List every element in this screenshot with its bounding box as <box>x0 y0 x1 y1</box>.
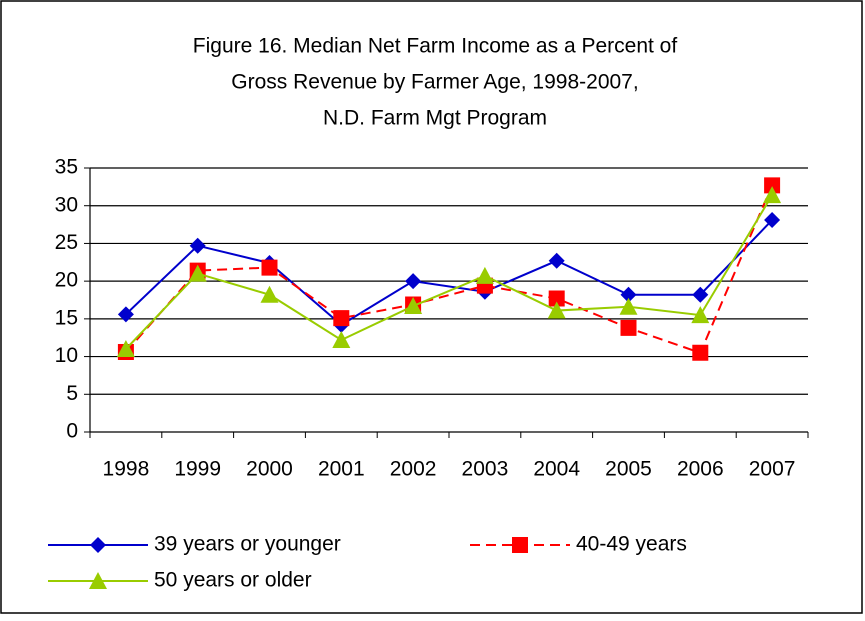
series-line <box>125 184 774 355</box>
x-tick-label: 2006 <box>677 458 724 481</box>
y-tick-label: 0 <box>66 420 78 443</box>
x-tick-label: 2003 <box>462 458 509 481</box>
marker <box>261 259 278 276</box>
x-tick-label: 2001 <box>318 458 365 481</box>
marker <box>692 286 709 303</box>
marker <box>547 301 566 319</box>
marker <box>548 290 565 307</box>
marker <box>89 572 107 589</box>
y-tick-label: 15 <box>55 306 78 329</box>
marker <box>548 252 565 269</box>
chart-title: Figure 16. Median Net Farm Income as a P… <box>193 35 678 58</box>
x-tick-label: 2000 <box>246 458 293 481</box>
x-tick-label: 1998 <box>103 458 150 481</box>
y-tick-label: 30 <box>55 193 78 216</box>
marker <box>764 177 781 194</box>
legend-label: 50 years or older <box>154 569 312 592</box>
marker <box>333 310 350 327</box>
legend-label: 40-49 years <box>576 533 687 556</box>
series-line <box>125 194 773 350</box>
marker <box>475 266 494 284</box>
x-tick-label: 2002 <box>390 458 437 481</box>
marker <box>116 340 135 358</box>
marker <box>332 330 351 348</box>
y-tick-label: 35 <box>55 156 78 179</box>
y-tick-label: 5 <box>66 382 78 405</box>
marker <box>764 212 781 229</box>
marker <box>404 297 423 315</box>
marker <box>90 537 106 553</box>
marker <box>189 237 206 254</box>
marker <box>691 306 710 324</box>
series-line <box>125 219 773 327</box>
y-tick-label: 20 <box>55 269 78 292</box>
y-tick-label: 10 <box>55 344 78 367</box>
marker <box>619 297 638 315</box>
marker <box>405 273 422 290</box>
marker <box>512 537 528 553</box>
marker <box>763 186 782 204</box>
marker <box>188 264 207 282</box>
marker <box>117 306 134 323</box>
chart-title: N.D. Farm Mgt Program <box>323 107 547 130</box>
chart-title: Gross Revenue by Farmer Age, 1998-2007, <box>231 71 638 94</box>
x-tick-label: 2004 <box>533 458 580 481</box>
marker <box>620 286 637 303</box>
marker <box>260 285 279 303</box>
x-tick-label: 2007 <box>749 458 796 481</box>
marker <box>620 319 637 336</box>
x-tick-label: 1999 <box>174 458 221 481</box>
legend-label: 39 years or younger <box>154 533 341 556</box>
x-tick-label: 2005 <box>605 458 652 481</box>
marker <box>692 344 709 361</box>
y-tick-label: 25 <box>55 231 78 254</box>
